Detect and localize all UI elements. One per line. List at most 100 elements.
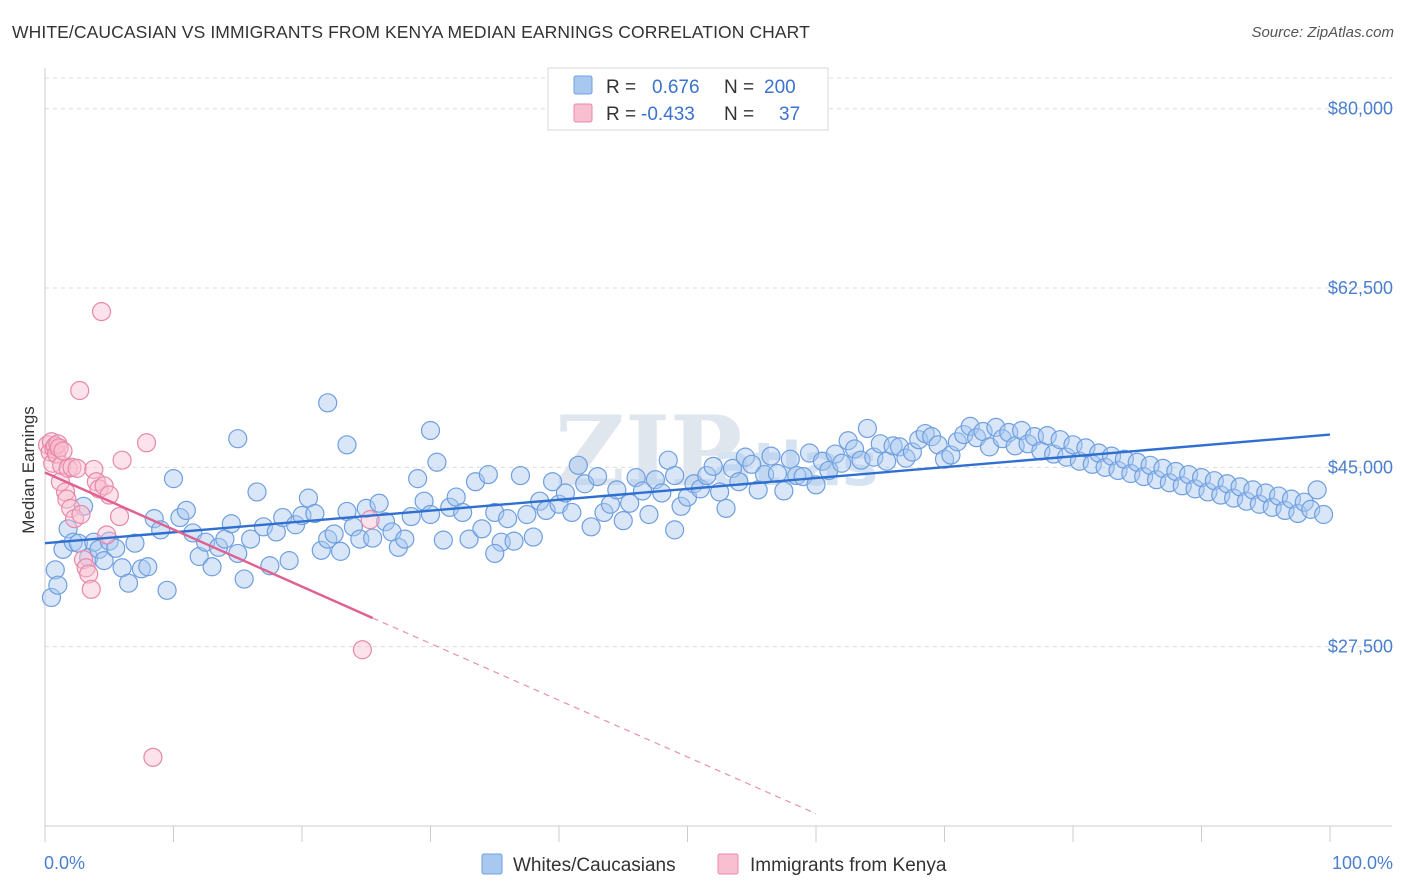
point-s0-63: [427, 452, 447, 472]
point-s0-16: [125, 533, 145, 553]
x-tick-label-0: 0.0%: [44, 853, 85, 873]
point-s0-46: [318, 529, 338, 549]
point-s1-30: [97, 525, 117, 545]
point-s0-118: [780, 449, 800, 469]
chart-title: WHITE/CAUCASIAN VS IMMIGRANTS FROM KENYA…: [12, 22, 810, 42]
point-s0-40: [279, 551, 299, 571]
point-s0-204: [318, 393, 338, 413]
point-s1-28: [91, 302, 112, 322]
point-s0-67: [453, 502, 473, 523]
legend-r-label-kenya: R =: [606, 104, 636, 125]
point-s1-15: [61, 498, 81, 518]
point-s1-32: [109, 506, 130, 527]
point-s0-78: [523, 527, 543, 547]
point-s0-34: [241, 529, 261, 549]
point-s0-116: [767, 463, 788, 484]
y-tick-label-3: $80,000: [1328, 99, 1393, 119]
point-s0-100: [665, 465, 685, 486]
bottom-legend-swatch-whites: [481, 853, 503, 875]
point-s0-21: [157, 580, 177, 600]
y-tick-label-0: $27,500: [1328, 637, 1393, 657]
point-s0-197: [1288, 503, 1308, 524]
point-s0-130: [857, 418, 878, 439]
point-s0-84: [562, 502, 582, 523]
point-s0-150: [986, 417, 1006, 438]
point-s0-45: [311, 540, 331, 560]
point-s0-206: [337, 435, 357, 455]
legend: R = 0.676 N = 200 R = -0.433 N = 37: [547, 67, 829, 131]
bottom-legend-label-whites: Whites/Caucasians: [513, 855, 676, 876]
x-tick-labels: 0.0% 100.0%: [44, 853, 1393, 873]
point-s0-141: [928, 435, 948, 455]
point-s0-146: [960, 416, 980, 436]
point-s0-128: [844, 439, 865, 459]
point-s0-85: [568, 455, 588, 475]
bottom-legend: Whites/Caucasians Immigrants from Kenya: [481, 853, 947, 876]
trend-line-s0: [44, 433, 1331, 545]
point-s1-33: [112, 450, 132, 470]
point-s0-33: [234, 569, 254, 589]
legend-r-label-whites: R =: [606, 77, 636, 98]
point-s0-68: [459, 529, 479, 549]
point-s1-18: [67, 458, 87, 478]
point-s0-117: [774, 481, 794, 501]
point-s0-106: [703, 456, 723, 476]
point-s0-135: [889, 437, 910, 457]
source-label: Source: ZipAtlas.com: [1251, 24, 1394, 41]
point-s0-26: [189, 546, 209, 567]
point-s0-81: [542, 472, 563, 492]
point-s0-70: [472, 519, 492, 539]
legend-swatch-kenya: [573, 103, 593, 123]
point-s0-108: [716, 498, 736, 518]
legend-n-value-whites: 200: [764, 77, 796, 98]
point-s0-164: [1076, 438, 1096, 458]
point-s0-0: [41, 587, 62, 608]
point-s0-92: [613, 511, 633, 531]
point-s1-25: [84, 459, 104, 480]
point-s1-11: [53, 441, 73, 461]
point-s0-18: [138, 557, 158, 577]
point-s0-52: [356, 498, 376, 518]
point-s1-35: [143, 747, 163, 767]
point-s0-48: [330, 541, 351, 561]
point-s1-24: [81, 579, 101, 599]
trend-line-s1: [44, 471, 374, 620]
legend-swatch-whites: [573, 75, 593, 95]
point-s0-126: [832, 453, 852, 473]
bottom-legend-swatch-kenya: [717, 853, 739, 875]
point-s0-202: [485, 543, 505, 564]
point-s0-137: [902, 442, 922, 462]
point-s0-201: [1313, 504, 1334, 525]
legend-n-value-kenya: 37: [779, 104, 800, 125]
point-s0-74: [498, 509, 518, 529]
x-tick-label-1: 100.0%: [1332, 853, 1393, 873]
point-s0-44: [305, 503, 325, 524]
point-s0-71: [478, 464, 498, 485]
legend-r-value-whites: 0.676: [652, 77, 700, 98]
point-s0-2: [48, 575, 68, 595]
y-tick-label-2: $62,500: [1328, 278, 1393, 298]
point-s0-23: [170, 507, 190, 528]
point-s0-122: [806, 475, 826, 495]
point-s0-55: [375, 512, 396, 532]
point-s0-76: [510, 465, 531, 486]
trend-extension-s1: [372, 617, 817, 815]
point-s0-160: [1050, 430, 1070, 450]
data-points: [37, 302, 1334, 767]
point-s0-77: [517, 504, 537, 525]
point-s1-20: [71, 504, 91, 525]
legend-box: [547, 67, 829, 131]
y-tick-labels: $27,500 $45,000 $62,500 $80,000: [1328, 99, 1393, 657]
legend-r-value-kenya: -0.433: [641, 104, 695, 125]
point-s0-144: [947, 432, 967, 452]
point-s0-36: [253, 517, 274, 537]
point-s0-1: [45, 560, 65, 580]
point-s0-83: [555, 483, 576, 503]
point-s0-158: [1037, 426, 1057, 446]
point-s0-199: [1301, 499, 1321, 519]
point-s0-22: [163, 469, 184, 489]
point-s0-31: [221, 514, 241, 534]
point-s0-112: [742, 454, 762, 474]
point-s0-64: [433, 530, 453, 550]
point-s0-96: [639, 504, 659, 525]
